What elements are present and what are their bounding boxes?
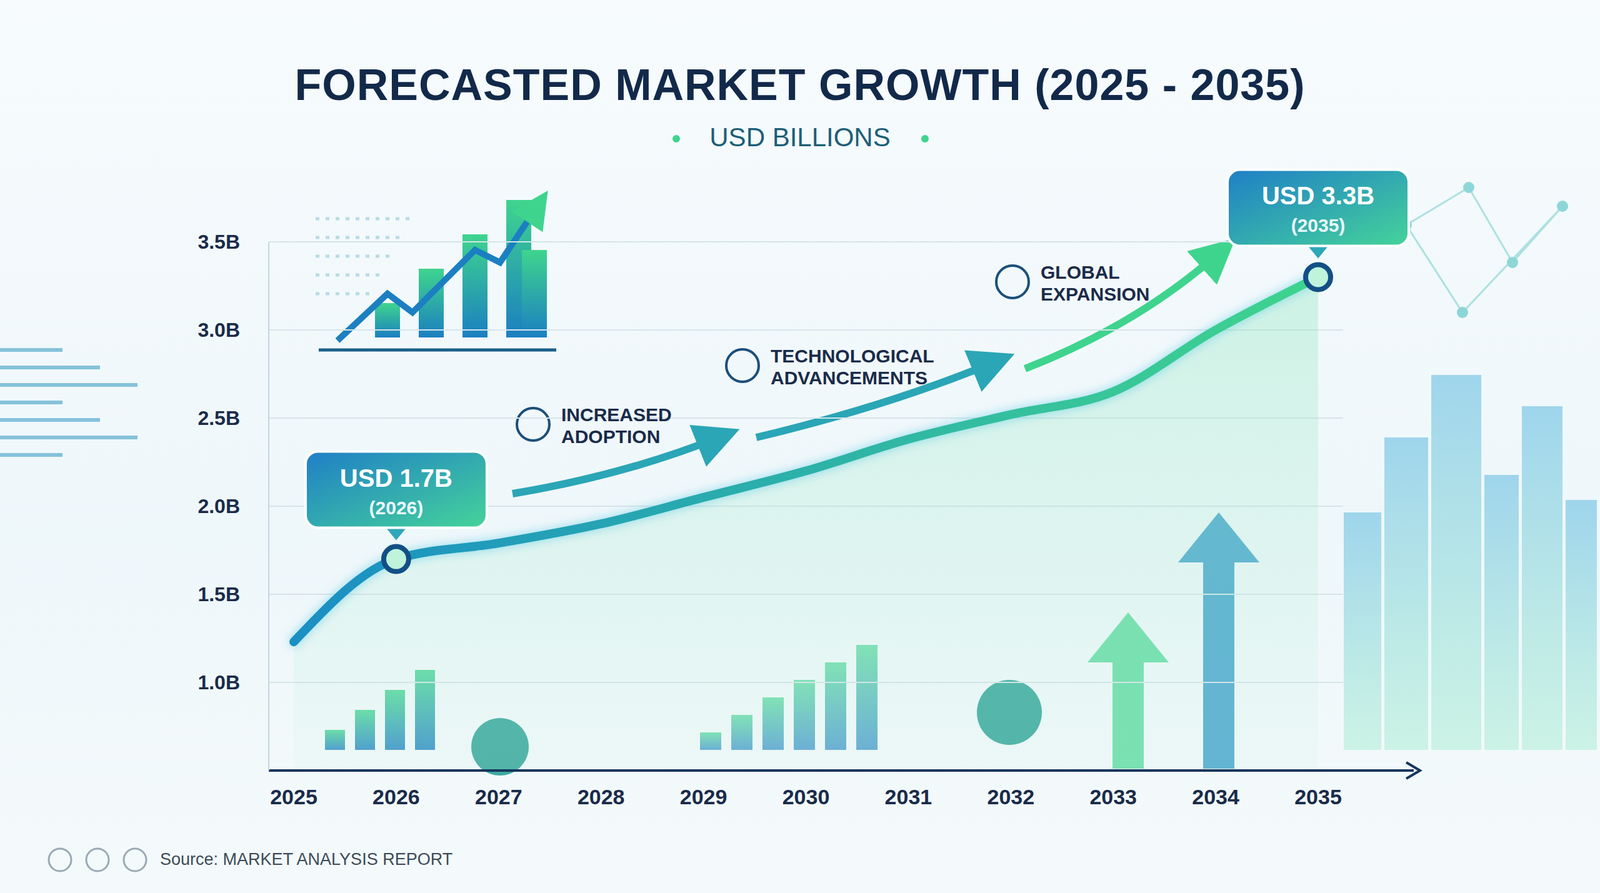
svg-text:2.0B: 2.0B — [197, 495, 240, 518]
svg-text:2027: 2027 — [475, 785, 523, 809]
svg-text:USD 1.7B: USD 1.7B — [340, 464, 453, 492]
html-text:USD BILLIONS: USD BILLIONS — [709, 122, 891, 152]
svg-text:3.5B: 3.5B — [197, 230, 240, 254]
svg-text:2030: 2030 — [782, 785, 830, 809]
svg-text:2026: 2026 — [372, 785, 420, 809]
svg-text:USD 3.3B: USD 3.3B — [1261, 181, 1375, 210]
svg-text:3.0B: 3.0B — [197, 318, 240, 342]
html-text:Source: MARKET ANALYSIS REPORT: Source: MARKET ANALYSIS REPORT — [160, 850, 453, 869]
svg-text:2034: 2034 — [1191, 785, 1240, 809]
svg-text:2025: 2025 — [270, 785, 318, 809]
svg-text:2031: 2031 — [885, 785, 933, 809]
html-text:ADVANCEMENTS: ADVANCEMENTS — [770, 367, 928, 389]
svg-text:1.0B: 1.0B — [197, 671, 240, 694]
svg-text:2028: 2028 — [577, 785, 625, 809]
svg-text:(2026): (2026) — [369, 497, 424, 519]
svg-text:1.5B: 1.5B — [197, 583, 240, 606]
svg-text:2032: 2032 — [986, 785, 1035, 809]
html-text:GLOBAL: GLOBAL — [1040, 261, 1120, 283]
svg-text:2029: 2029 — [680, 785, 728, 809]
html-text:TECHNOLOGICAL: TECHNOLOGICAL — [770, 345, 935, 367]
svg-text:2035: 2035 — [1294, 785, 1342, 809]
html-text:EXPANSION: EXPANSION — [1040, 283, 1150, 305]
svg-text:2.5B: 2.5B — [197, 406, 240, 430]
html-text:ADOPTION: ADOPTION — [561, 426, 661, 447]
html-text:FORECASTED MARKET GROWTH (2025: FORECASTED MARKET GROWTH (2025 - 2035) — [294, 60, 1306, 110]
html-text:INCREASED: INCREASED — [561, 404, 672, 425]
svg-text:2033: 2033 — [1089, 785, 1137, 809]
svg-text:(2035): (2035) — [1291, 215, 1346, 236]
